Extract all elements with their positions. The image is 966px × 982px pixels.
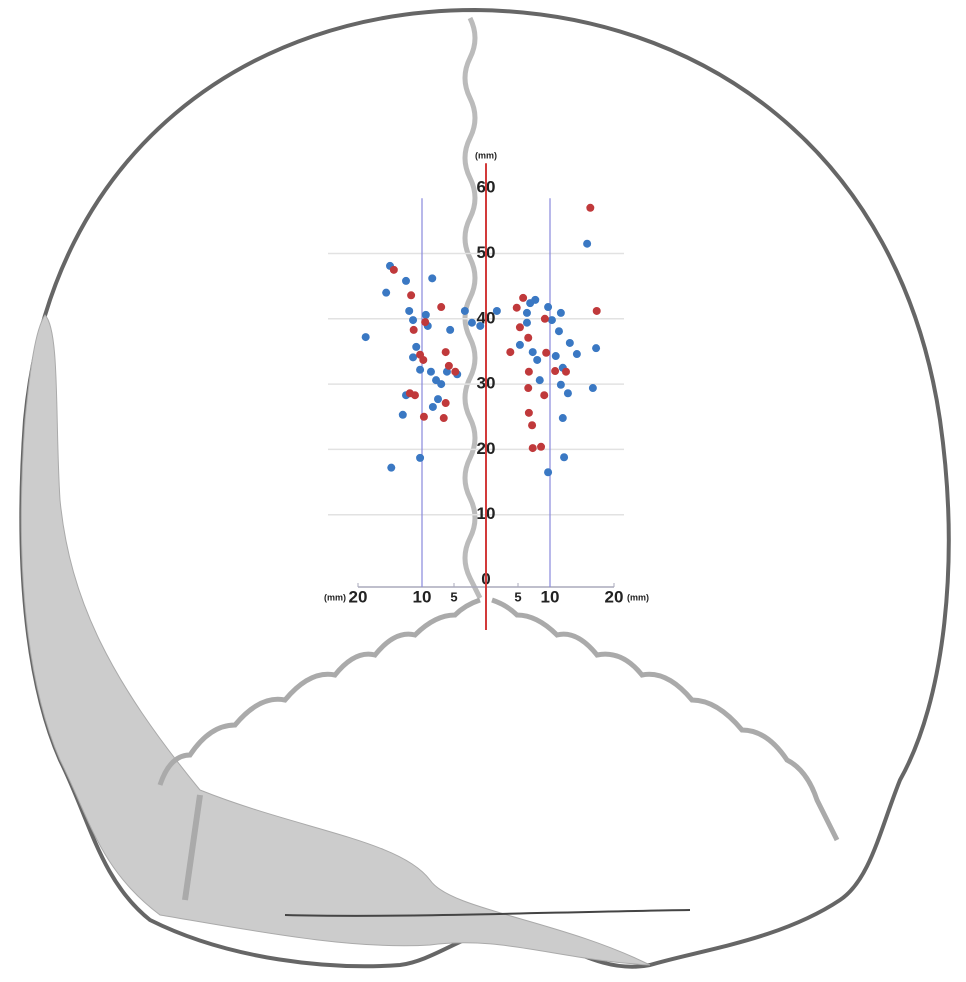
data-point [476,322,484,330]
data-point [409,353,417,361]
data-point [564,389,572,397]
data-point [529,348,537,356]
data-point [557,381,565,389]
data-point [523,319,531,327]
data-point [557,309,565,317]
data-point [548,316,556,324]
data-point [429,403,437,411]
data-point [544,303,552,311]
data-point [551,367,559,375]
x-tick-label: 5 [450,589,457,604]
data-point [405,307,413,315]
data-point [434,395,442,403]
data-point [420,413,428,421]
data-point [592,344,600,352]
data-point [437,303,445,311]
x-unit-left: (mm) [324,592,346,602]
data-point [589,384,597,392]
data-point [411,391,419,399]
data-point [421,318,429,326]
data-point [524,334,532,342]
data-point [451,368,459,376]
data-point [416,366,424,374]
data-point [442,399,450,407]
data-point [525,368,533,376]
data-point [516,341,524,349]
data-point [412,343,420,351]
data-point [516,323,524,331]
data-point [542,349,550,357]
data-point [445,362,453,370]
data-point [531,296,539,304]
data-point [552,352,560,360]
y-unit: (mm) [475,151,497,161]
data-point [493,307,501,315]
data-point [544,468,552,476]
data-point [409,316,417,324]
data-point [442,348,450,356]
data-point [529,444,537,452]
page: {"chart_data": {"type": "scatter", "xlim… [0,0,966,982]
data-point [573,350,581,358]
data-point [555,327,563,335]
data-point [513,304,521,312]
chart: 0102030405060(mm)2010551020(mm)(mm) [0,0,966,977]
data-point [536,376,544,384]
data-point [540,391,548,399]
data-point [427,368,435,376]
x-tick-label: 10 [541,587,560,606]
data-point [437,380,445,388]
data-point [559,414,567,422]
data-point [446,326,454,334]
data-point [583,240,591,248]
data-point [399,411,407,419]
data-point [390,266,398,274]
x-tick-label: 20 [605,587,624,606]
data-point [440,414,448,422]
data-point [402,277,410,285]
data-point [523,309,531,317]
data-point [593,307,601,315]
data-point [422,311,430,319]
data-point [382,289,390,297]
x-tick-label: 20 [349,587,368,606]
data-point [362,333,370,341]
data-point [528,421,536,429]
data-point [468,319,476,327]
data-point [387,464,395,472]
data-point [533,356,541,364]
data-point [407,291,415,299]
data-point [541,315,549,323]
data-point [525,409,533,417]
data-point [428,274,436,282]
data-point [519,294,527,302]
data-point [560,453,568,461]
data-point [461,307,469,315]
data-point [410,326,418,334]
x-tick-label: 10 [413,587,432,606]
data-point [562,368,570,376]
data-point [586,204,594,212]
data-point [566,339,574,347]
data-point [506,348,514,356]
x-tick-label: 5 [514,589,521,604]
data-point [524,384,532,392]
data-point [537,443,545,451]
x-unit-right: (mm) [627,592,649,602]
data-point [419,356,427,364]
data-point [416,454,424,462]
